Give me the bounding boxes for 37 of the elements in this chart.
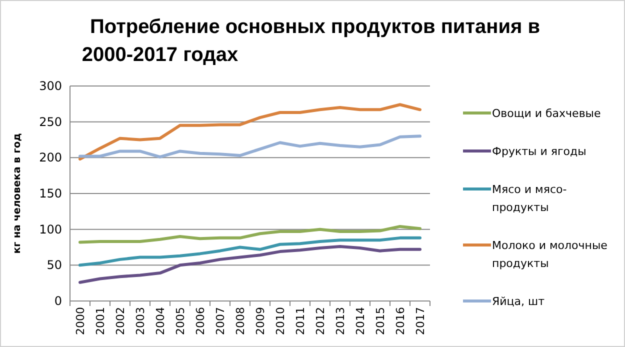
line-series [78,224,422,244]
x-tick-label: 2004 [154,307,167,335]
chart-title: Потребление основных продуктов питания в 2000-2017 годах [82,16,540,66]
x-tick-label: 2013 [334,307,347,335]
y-tick-label: 50 [46,258,62,272]
legend-label: Фрукты и ягоды [492,145,586,158]
line-series [78,245,422,284]
y-tick-label: 150 [39,186,62,200]
x-tick-label: 2008 [234,307,247,335]
x-tick-label: 2017 [414,307,427,335]
x-tick-label: 2006 [194,307,207,335]
y-axis-title: кг на человека в год [12,133,23,254]
x-tick-label: 2016 [394,307,407,335]
x-tick-label: 2010 [274,307,287,335]
line-series [78,134,422,158]
y-tick-label: 200 [39,150,62,165]
x-tick-label: 2011 [294,307,307,335]
x-tick-label: 2003 [134,307,147,335]
x-tick-label: 2005 [174,307,187,335]
x-tick-label: 2007 [214,307,227,335]
y-tick-label: 300 [39,79,62,93]
x-tick-label: 2014 [354,307,367,335]
legend-label: Молоко и молочные продукты [492,239,608,270]
legend-label: Яйца, шт [492,295,546,308]
legend-label: Мясо и мясо-продукты [492,183,567,214]
y-tick-label: 250 [39,114,62,129]
legend-label: Овощи и бахчевые [492,107,601,120]
line-series [78,236,422,267]
y-tick-label: 0 [54,294,62,308]
x-tick-label: 2009 [254,307,267,335]
x-tick-label: 2001 [94,307,107,335]
x-tick-label: 2015 [374,307,387,335]
x-tick-label: 2012 [314,307,327,335]
y-tick-label: 100 [39,222,62,236]
line-series [78,103,422,161]
x-tick-label: 2002 [114,307,127,335]
x-tick-label: 2000 [74,307,87,335]
